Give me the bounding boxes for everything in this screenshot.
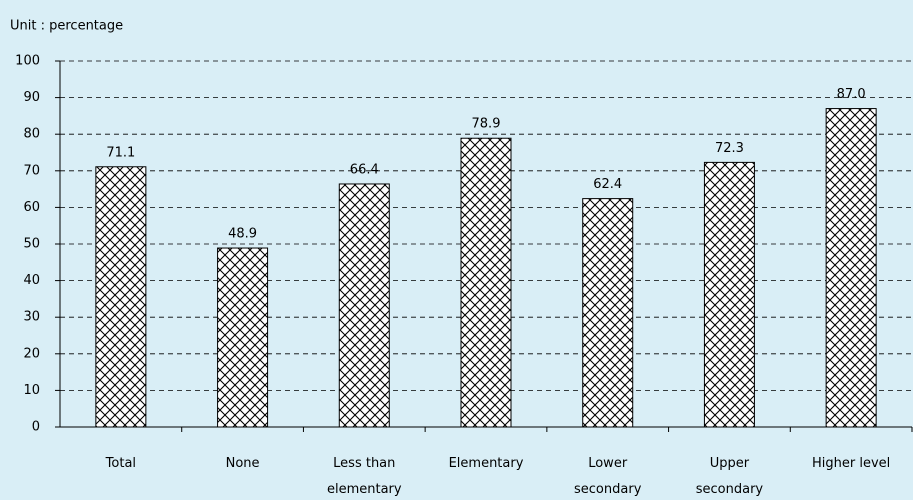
bar (582, 198, 634, 428)
y-tick-label: 90 (23, 90, 40, 105)
x-tick-label: Total (105, 456, 137, 471)
bar (460, 137, 512, 428)
y-tick-label: 80 (23, 127, 40, 142)
value-label: 71.1 (106, 145, 135, 160)
bar (825, 108, 877, 428)
x-tick-label: None (225, 456, 260, 471)
y-tick-label: 40 (23, 273, 40, 288)
value-label: 72.3 (715, 141, 744, 156)
bar (703, 161, 755, 428)
y-tick-label: 10 (23, 383, 40, 398)
y-tick-label: 100 (15, 54, 40, 69)
bar (95, 166, 147, 428)
value-label: 66.4 (350, 162, 379, 177)
unit-label: Unit : percentage (10, 19, 123, 34)
x-tick-label: Higher level (812, 456, 891, 471)
y-tick-label: 70 (23, 163, 40, 178)
bar (338, 183, 390, 428)
value-label: 87.0 (837, 87, 866, 102)
x-tick-label: Lower secondary (574, 456, 642, 497)
x-tick-label: Upper secondary (695, 456, 764, 497)
x-tick-label: Elementary (448, 456, 524, 471)
x-tick-label: Less than elementary (326, 456, 402, 497)
value-label: 62.4 (593, 177, 622, 192)
y-tick-label: 30 (23, 310, 40, 325)
y-tick-label: 60 (23, 200, 40, 215)
y-tick-label: 20 (23, 346, 40, 361)
value-label: 48.9 (228, 227, 257, 242)
y-tick-label: 0 (32, 420, 40, 435)
bar (217, 247, 269, 428)
value-label: 78.9 (472, 117, 501, 132)
y-tick-label: 50 (23, 237, 40, 252)
